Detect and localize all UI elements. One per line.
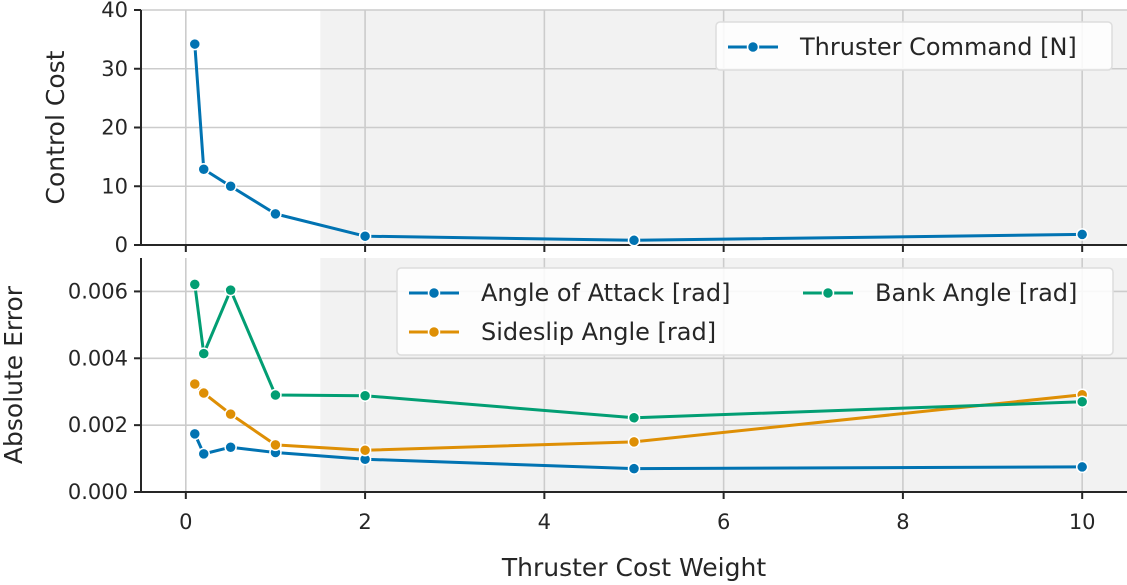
data-point-sideslip-angle (358, 443, 372, 457)
legend-marker (427, 325, 441, 339)
legend-box (396, 267, 1114, 356)
y-tick-label: 30 (101, 57, 128, 81)
x-axis-label: Thruster Cost Weight (501, 553, 766, 582)
data-point-bank-angle (224, 283, 237, 297)
data-point-bank-angle (269, 388, 282, 402)
data-point-thruster-command (627, 234, 641, 247)
x-tick-label: 10 (1069, 510, 1096, 534)
legend-item-bank-angle: Bank Angle [rad] (803, 279, 1077, 307)
data-point-thruster-command (1075, 228, 1089, 241)
y-tick-label: 40 (101, 0, 128, 22)
legend-label: Bank Angle [rad] (875, 279, 1077, 307)
data-point-sideslip-angle (188, 377, 202, 391)
data-point-sideslip-angle (224, 407, 237, 421)
legend-item-sideslip-angle: Sideslip Angle [rad] (409, 318, 716, 346)
data-point-angle-of-attack (627, 462, 641, 475)
data-point-bank-angle (1075, 395, 1089, 408)
data-point-sideslip-angle (269, 438, 282, 452)
y-tick-label: 0.002 (68, 413, 128, 437)
legend-label: Thruster Command [N] (799, 33, 1077, 61)
x-tick-label: 0 (179, 510, 192, 534)
data-point-sideslip-angle (627, 435, 641, 449)
y-tick-label: 10 (101, 174, 128, 198)
y-tick-label: 20 (101, 116, 128, 140)
data-point-angle-of-attack (224, 440, 237, 454)
data-point-thruster-command (269, 207, 282, 221)
x-tick-label: 8 (896, 510, 909, 534)
data-point-angle-of-attack (1075, 460, 1089, 474)
data-point-bank-angle (188, 278, 202, 291)
data-point-thruster-command (224, 180, 237, 193)
legend-label: Angle of Attack [rad] (481, 279, 730, 307)
data-point-thruster-command (358, 229, 372, 243)
y-tick-label: 0 (115, 233, 128, 257)
legend-marker (746, 40, 760, 54)
data-point-bank-angle (358, 389, 372, 402)
data-point-bank-angle (627, 411, 641, 425)
x-tick-label: 2 (358, 510, 371, 534)
legend-marker (821, 286, 835, 300)
absolute-error-panel: 0.000 0.002 0.004 0.006 0 2 4 6 8 10 Absolute Erro… (0, 258, 1127, 534)
data-point-thruster-command (188, 37, 202, 51)
legend-marker (427, 286, 441, 300)
y-axis-label: Control Cost (41, 50, 70, 204)
data-point-angle-of-attack (197, 447, 210, 461)
control-cost-panel: 0 10 20 30 40 Control Cost Thruster Command [N… (41, 0, 1127, 257)
legend-box (715, 21, 1113, 71)
y-tick-label: 0.006 (68, 279, 128, 303)
legend-item-thruster-command: Thruster Command [N] (728, 33, 1077, 61)
legend-item-angle-of-attack: Angle of Attack [rad] (409, 279, 730, 307)
y-tick-label: 0.000 (68, 480, 128, 504)
data-point-bank-angle (197, 347, 210, 360)
data-point-angle-of-attack (188, 427, 202, 441)
data-point-thruster-command (197, 162, 210, 176)
y-axis-label: Absolute Error (0, 285, 28, 464)
legend-label: Sideslip Angle [rad] (481, 318, 716, 346)
x-tick-label: 6 (717, 510, 730, 534)
x-tick-label: 4 (538, 510, 551, 534)
y-tick-label: 0.004 (68, 346, 128, 370)
data-point-sideslip-angle (197, 386, 210, 400)
